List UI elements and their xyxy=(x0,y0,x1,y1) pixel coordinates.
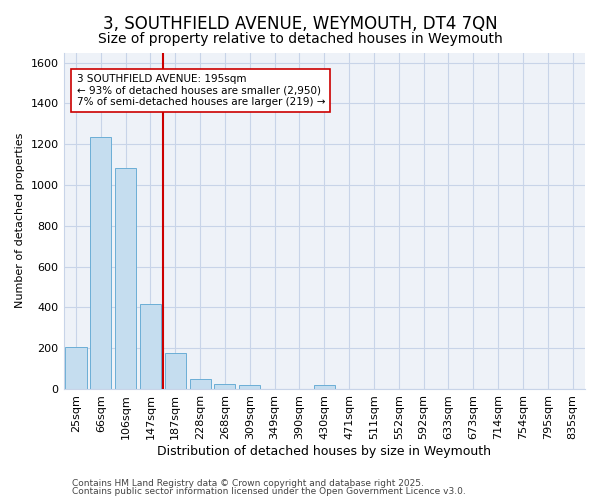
Bar xyxy=(115,168,136,389)
Bar xyxy=(90,137,112,389)
Bar xyxy=(214,384,235,389)
Bar xyxy=(190,379,211,389)
Text: Contains HM Land Registry data © Crown copyright and database right 2025.: Contains HM Land Registry data © Crown c… xyxy=(72,478,424,488)
X-axis label: Distribution of detached houses by size in Weymouth: Distribution of detached houses by size … xyxy=(157,444,491,458)
Text: Contains public sector information licensed under the Open Government Licence v3: Contains public sector information licen… xyxy=(72,487,466,496)
Text: Size of property relative to detached houses in Weymouth: Size of property relative to detached ho… xyxy=(98,32,502,46)
Text: 3 SOUTHFIELD AVENUE: 195sqm
← 93% of detached houses are smaller (2,950)
7% of s: 3 SOUTHFIELD AVENUE: 195sqm ← 93% of det… xyxy=(77,74,325,107)
Bar xyxy=(239,385,260,389)
Text: 3, SOUTHFIELD AVENUE, WEYMOUTH, DT4 7QN: 3, SOUTHFIELD AVENUE, WEYMOUTH, DT4 7QN xyxy=(103,15,497,33)
Y-axis label: Number of detached properties: Number of detached properties xyxy=(15,133,25,308)
Bar xyxy=(165,354,186,389)
Bar xyxy=(140,304,161,389)
Bar xyxy=(65,347,86,389)
Bar xyxy=(314,386,335,389)
